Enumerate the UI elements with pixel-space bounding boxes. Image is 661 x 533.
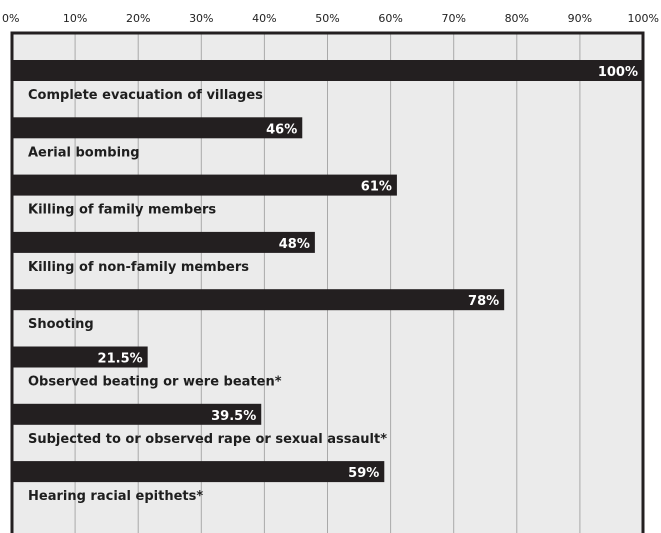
x-tick-label: 10% [63, 12, 87, 25]
category-label: Aerial bombing [28, 145, 140, 160]
bar-value-label: 39.5% [211, 409, 256, 424]
category-label: Shooting [28, 317, 94, 332]
x-tick-label: 80% [505, 12, 529, 25]
bar [12, 461, 385, 483]
category-label: Killing of family members [28, 203, 216, 218]
bar [12, 289, 505, 311]
x-tick-label: 20% [126, 12, 150, 25]
category-label: Killing of non-family members [28, 260, 249, 275]
x-tick-label: 70% [441, 12, 465, 25]
x-tick-label: 40% [252, 12, 276, 25]
plot-frame [10, 31, 645, 533]
x-tick-label: 30% [189, 12, 213, 25]
bar [12, 60, 643, 81]
bars: 100% Complete evacuation of villages 46% Ae… [12, 60, 643, 504]
bar-value-label: 48% [279, 237, 310, 252]
gridlines [74, 33, 581, 533]
category-label: Hearing racial epithets* [28, 489, 203, 504]
category-label: Observed beating or were beaten* [28, 375, 282, 390]
bar-value-label: 21.5% [98, 352, 143, 367]
bar-value-label: 78% [468, 294, 499, 309]
x-tick-label: 100% [628, 12, 659, 25]
bar [12, 346, 148, 368]
bar [12, 174, 397, 196]
x-tick-label: 60% [378, 12, 402, 25]
bar-value-label: 61% [361, 180, 392, 195]
x-tick-label: 90% [568, 12, 592, 25]
bar [12, 403, 262, 425]
x-tick-label: 50% [315, 12, 339, 25]
x-tick-label: 0% [2, 12, 19, 25]
bar-value-label: 100% [598, 65, 638, 80]
bar-value-label: 46% [266, 122, 297, 137]
bar-value-label: 59% [348, 466, 379, 481]
category-label: Subjected to or observed rape or sexual … [28, 432, 387, 447]
bar [12, 231, 315, 253]
category-label: Complete evacuation of villages [28, 88, 263, 103]
bar [12, 117, 303, 139]
x-axis-ticks: 0% 10% 20% 30% 40% 50% 60% 70% 80% 90% 100% [2, 12, 659, 25]
